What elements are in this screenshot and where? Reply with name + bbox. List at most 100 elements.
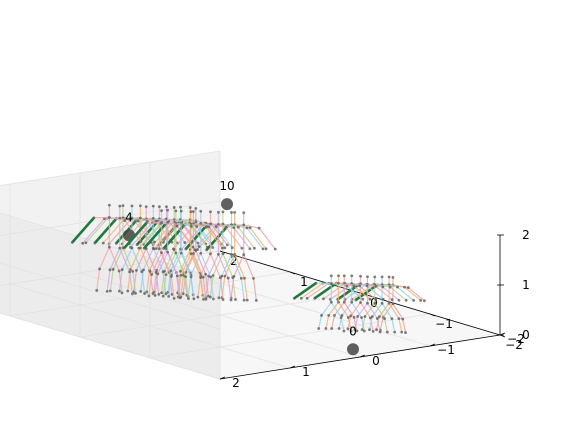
skeleton-joint bbox=[375, 285, 378, 288]
skeleton-joint bbox=[149, 270, 152, 273]
skeleton-joint bbox=[98, 267, 101, 270]
skeleton-joint bbox=[227, 277, 230, 280]
skeleton-joint bbox=[300, 297, 303, 300]
skeleton-joint bbox=[218, 296, 221, 299]
skeleton-joint bbox=[419, 299, 422, 302]
skeleton-joint bbox=[118, 290, 121, 293]
skeleton-joint bbox=[359, 275, 362, 278]
skeleton-joint bbox=[215, 225, 218, 228]
skeleton-joint bbox=[398, 299, 401, 302]
skeleton-joint bbox=[140, 270, 143, 273]
skeleton-joint bbox=[165, 273, 168, 276]
skeleton-bone bbox=[259, 228, 275, 249]
skeleton-joint bbox=[391, 298, 394, 301]
skeleton-joint bbox=[165, 205, 168, 208]
skeleton-joint bbox=[190, 225, 193, 228]
y-tick-label: −1 bbox=[437, 343, 455, 357]
skeleton-joint bbox=[369, 316, 372, 319]
skeleton-joint bbox=[199, 210, 202, 213]
skeleton-joint bbox=[195, 225, 198, 228]
skeleton-joint bbox=[353, 316, 356, 319]
skeleton-joint bbox=[222, 252, 225, 255]
label-marker bbox=[347, 343, 359, 355]
skeleton-joint bbox=[167, 295, 170, 298]
skeleton-joint bbox=[129, 246, 132, 249]
skeleton-joint bbox=[364, 315, 367, 318]
skeleton-label: 10 bbox=[219, 179, 234, 193]
skeleton-joint bbox=[137, 220, 140, 223]
skeleton-joint bbox=[343, 274, 346, 277]
skeleton-joint bbox=[350, 274, 353, 277]
skeleton-joint bbox=[222, 210, 225, 213]
skeleton-joint bbox=[246, 299, 249, 302]
z-tick-label: 2 bbox=[522, 228, 530, 242]
skeleton-joint bbox=[398, 317, 401, 320]
skeleton-joint bbox=[226, 243, 229, 246]
skeleton-joint bbox=[194, 207, 197, 210]
skeleton-joint bbox=[187, 297, 190, 300]
skeleton-joint bbox=[153, 241, 156, 244]
skeleton-joint bbox=[198, 245, 201, 248]
skeleton-joint bbox=[109, 268, 112, 271]
skeleton-joint bbox=[150, 273, 153, 276]
x-tick-label: −1 bbox=[435, 317, 453, 331]
skeleton-joint bbox=[131, 270, 134, 273]
skeleton-joint bbox=[405, 299, 408, 302]
skeleton-joint bbox=[212, 274, 215, 277]
skeleton-joint bbox=[388, 302, 391, 305]
skeleton-joint bbox=[249, 247, 252, 250]
skeleton-joint bbox=[230, 253, 233, 256]
skeleton-joint bbox=[324, 327, 327, 330]
y-tick-label: 1 bbox=[302, 365, 310, 379]
skeleton-joint bbox=[170, 275, 173, 278]
skeleton-joint bbox=[396, 286, 399, 289]
skeleton-joint bbox=[95, 289, 98, 292]
skeleton-joint bbox=[121, 291, 124, 294]
skeleton-joint bbox=[347, 316, 350, 319]
skeleton-joint bbox=[322, 297, 325, 300]
skeleton-joint bbox=[212, 298, 215, 301]
skeleton-joint bbox=[152, 247, 155, 250]
skeleton-joint bbox=[160, 222, 163, 225]
skeleton-joint bbox=[356, 315, 359, 318]
skeleton-bone bbox=[405, 287, 421, 300]
skeleton-joint bbox=[262, 248, 265, 251]
skeleton-joint bbox=[361, 298, 364, 301]
skeleton-joint bbox=[368, 328, 371, 331]
z-tick-label: 0 bbox=[522, 328, 530, 342]
skeleton-joint bbox=[176, 274, 179, 277]
skeleton-joint bbox=[190, 275, 193, 278]
skeleton-joint bbox=[352, 285, 355, 288]
skeleton-joint bbox=[192, 297, 195, 300]
skeleton-joint bbox=[345, 285, 348, 288]
skeleton-joint bbox=[337, 274, 340, 277]
skeleton-joint bbox=[230, 211, 233, 214]
skeleton-joint bbox=[189, 252, 192, 255]
skeleton-joint bbox=[162, 295, 165, 298]
skeleton-joint bbox=[139, 204, 142, 207]
skeleton-joint bbox=[199, 276, 202, 279]
skeleton-joint bbox=[343, 301, 346, 304]
skeleton-joint bbox=[249, 226, 252, 229]
skeleton-joint bbox=[152, 217, 155, 220]
skeleton-joint bbox=[84, 241, 87, 244]
skeleton-joint bbox=[379, 331, 382, 334]
skeleton-joint bbox=[152, 205, 155, 208]
skeleton-joint bbox=[139, 290, 142, 293]
skeleton-joint bbox=[224, 226, 227, 229]
skeleton-joint bbox=[196, 296, 199, 299]
skeleton-joint bbox=[109, 289, 112, 292]
skeleton-joint bbox=[180, 210, 183, 213]
skeleton-joint bbox=[274, 248, 277, 251]
skeleton-joint bbox=[189, 206, 192, 209]
skeleton-joint bbox=[189, 210, 192, 213]
skeleton-joint bbox=[118, 270, 121, 273]
skeleton-joint bbox=[221, 247, 224, 250]
skeleton-joint bbox=[164, 292, 167, 295]
skeleton-joint bbox=[81, 242, 84, 245]
skeleton-joint bbox=[192, 210, 195, 213]
skeleton-joint bbox=[330, 327, 333, 330]
skeleton-joint bbox=[330, 301, 333, 304]
skeleton-joint bbox=[209, 210, 212, 213]
